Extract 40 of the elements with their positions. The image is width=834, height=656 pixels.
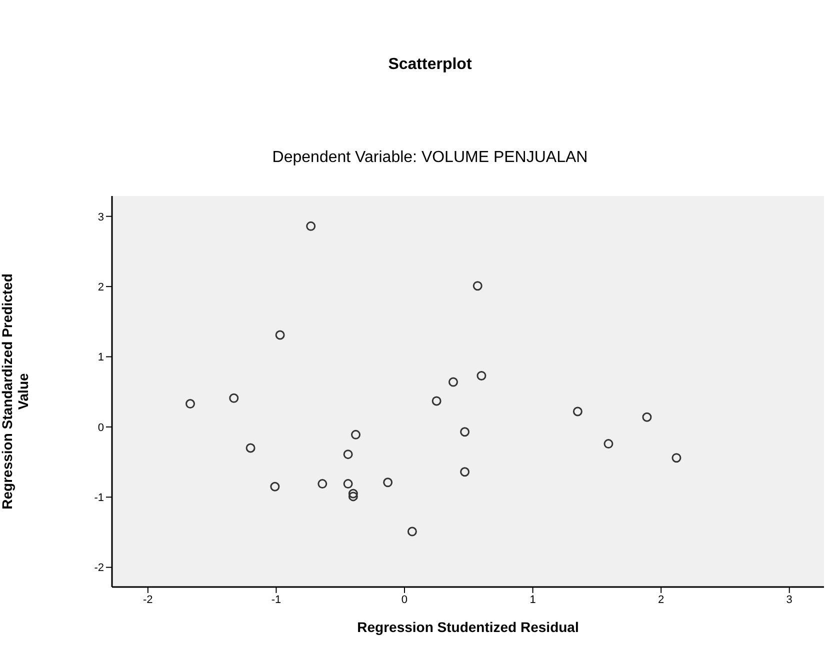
point xyxy=(318,479,328,489)
point xyxy=(348,488,358,498)
point xyxy=(472,281,482,291)
x-tick-label: 3 xyxy=(786,594,792,606)
point xyxy=(351,430,360,440)
x-tick-label: 2 xyxy=(658,594,664,606)
point xyxy=(383,478,393,488)
x-axis-title: Regression Studentized Residual xyxy=(357,619,579,635)
y-axis-title: Regression Standardized Predicted Value xyxy=(0,274,31,510)
y-tick-label: -2 xyxy=(94,562,104,574)
point xyxy=(460,427,470,437)
point xyxy=(476,370,486,380)
y-tick-label: 0 xyxy=(98,422,104,434)
y-tick-label: 3 xyxy=(98,211,104,224)
point xyxy=(246,443,256,453)
chart-title: Scatterplot xyxy=(387,56,473,74)
point xyxy=(604,439,614,449)
point xyxy=(343,479,353,489)
x-tick-label: 0 xyxy=(401,594,408,606)
x-tick-label: -2 xyxy=(143,594,153,606)
point xyxy=(448,377,458,387)
point xyxy=(460,467,470,477)
y-tick-label: 2 xyxy=(98,281,104,294)
point xyxy=(343,450,353,460)
x-tick-label: 1 xyxy=(530,594,536,606)
y-tick-label: -1 xyxy=(94,492,104,504)
point xyxy=(270,482,280,492)
point xyxy=(186,399,196,409)
y-tick-label: 1 xyxy=(98,352,104,364)
point xyxy=(642,412,652,422)
x-tick-label: -1 xyxy=(271,594,282,606)
point xyxy=(407,526,417,536)
point xyxy=(275,330,285,340)
point xyxy=(572,406,582,416)
point xyxy=(432,396,442,406)
point xyxy=(672,453,682,463)
point xyxy=(306,221,316,231)
point xyxy=(229,393,239,403)
point xyxy=(348,492,358,502)
chart-subtitle: Dependent Variable: VOLUME PENJUALAN xyxy=(271,149,589,167)
